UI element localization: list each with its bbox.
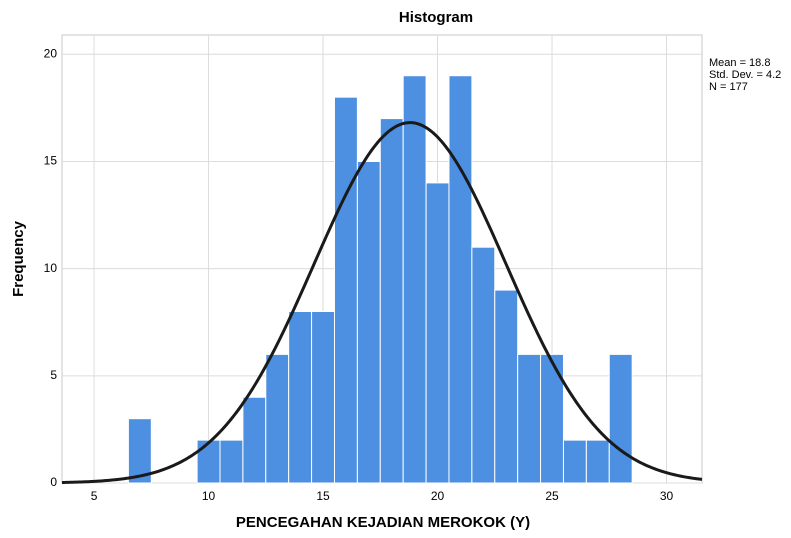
x-tick-label: 10 (202, 489, 216, 503)
bar (585, 439, 610, 484)
stat-n: N = 177 (709, 81, 748, 93)
bar (196, 439, 221, 484)
x-tick-label: 25 (545, 489, 559, 503)
bar (540, 353, 564, 484)
y-tick-label: 20 (44, 46, 58, 60)
y-tick-label: 15 (44, 154, 58, 168)
x-tick-label: 30 (660, 489, 674, 503)
y-axis-label: Frequency (10, 220, 27, 297)
bar (311, 311, 335, 484)
bar (471, 246, 496, 484)
x-tick-label: 5 (91, 489, 98, 503)
stat-mean: Mean = 18.8 (709, 57, 770, 69)
y-tick-label: 0 (50, 475, 57, 489)
bar (333, 96, 358, 484)
x-tick-label: 20 (431, 489, 445, 503)
normal-curve (61, 121, 703, 484)
bar (425, 182, 450, 484)
bar (517, 353, 542, 484)
x-tick-label: 15 (316, 489, 330, 503)
bar (242, 396, 267, 484)
bar (127, 418, 152, 484)
y-tick-label: 10 (44, 261, 58, 275)
bar (562, 439, 587, 484)
bar (356, 160, 381, 484)
bar (448, 75, 473, 484)
bar (494, 289, 519, 484)
y-tick-label: 5 (50, 368, 57, 382)
bar (379, 118, 404, 484)
bar (288, 311, 313, 484)
stat-sd: Std. Dev. = 4.2 (709, 69, 781, 81)
bar (219, 439, 244, 484)
bar (265, 353, 290, 484)
x-axis-label: PENCEGAHAN KEJADIAN MEROKOK (Y) (236, 514, 530, 531)
bar (402, 75, 427, 484)
bar (608, 353, 633, 484)
chart-title: Histogram (399, 9, 473, 26)
